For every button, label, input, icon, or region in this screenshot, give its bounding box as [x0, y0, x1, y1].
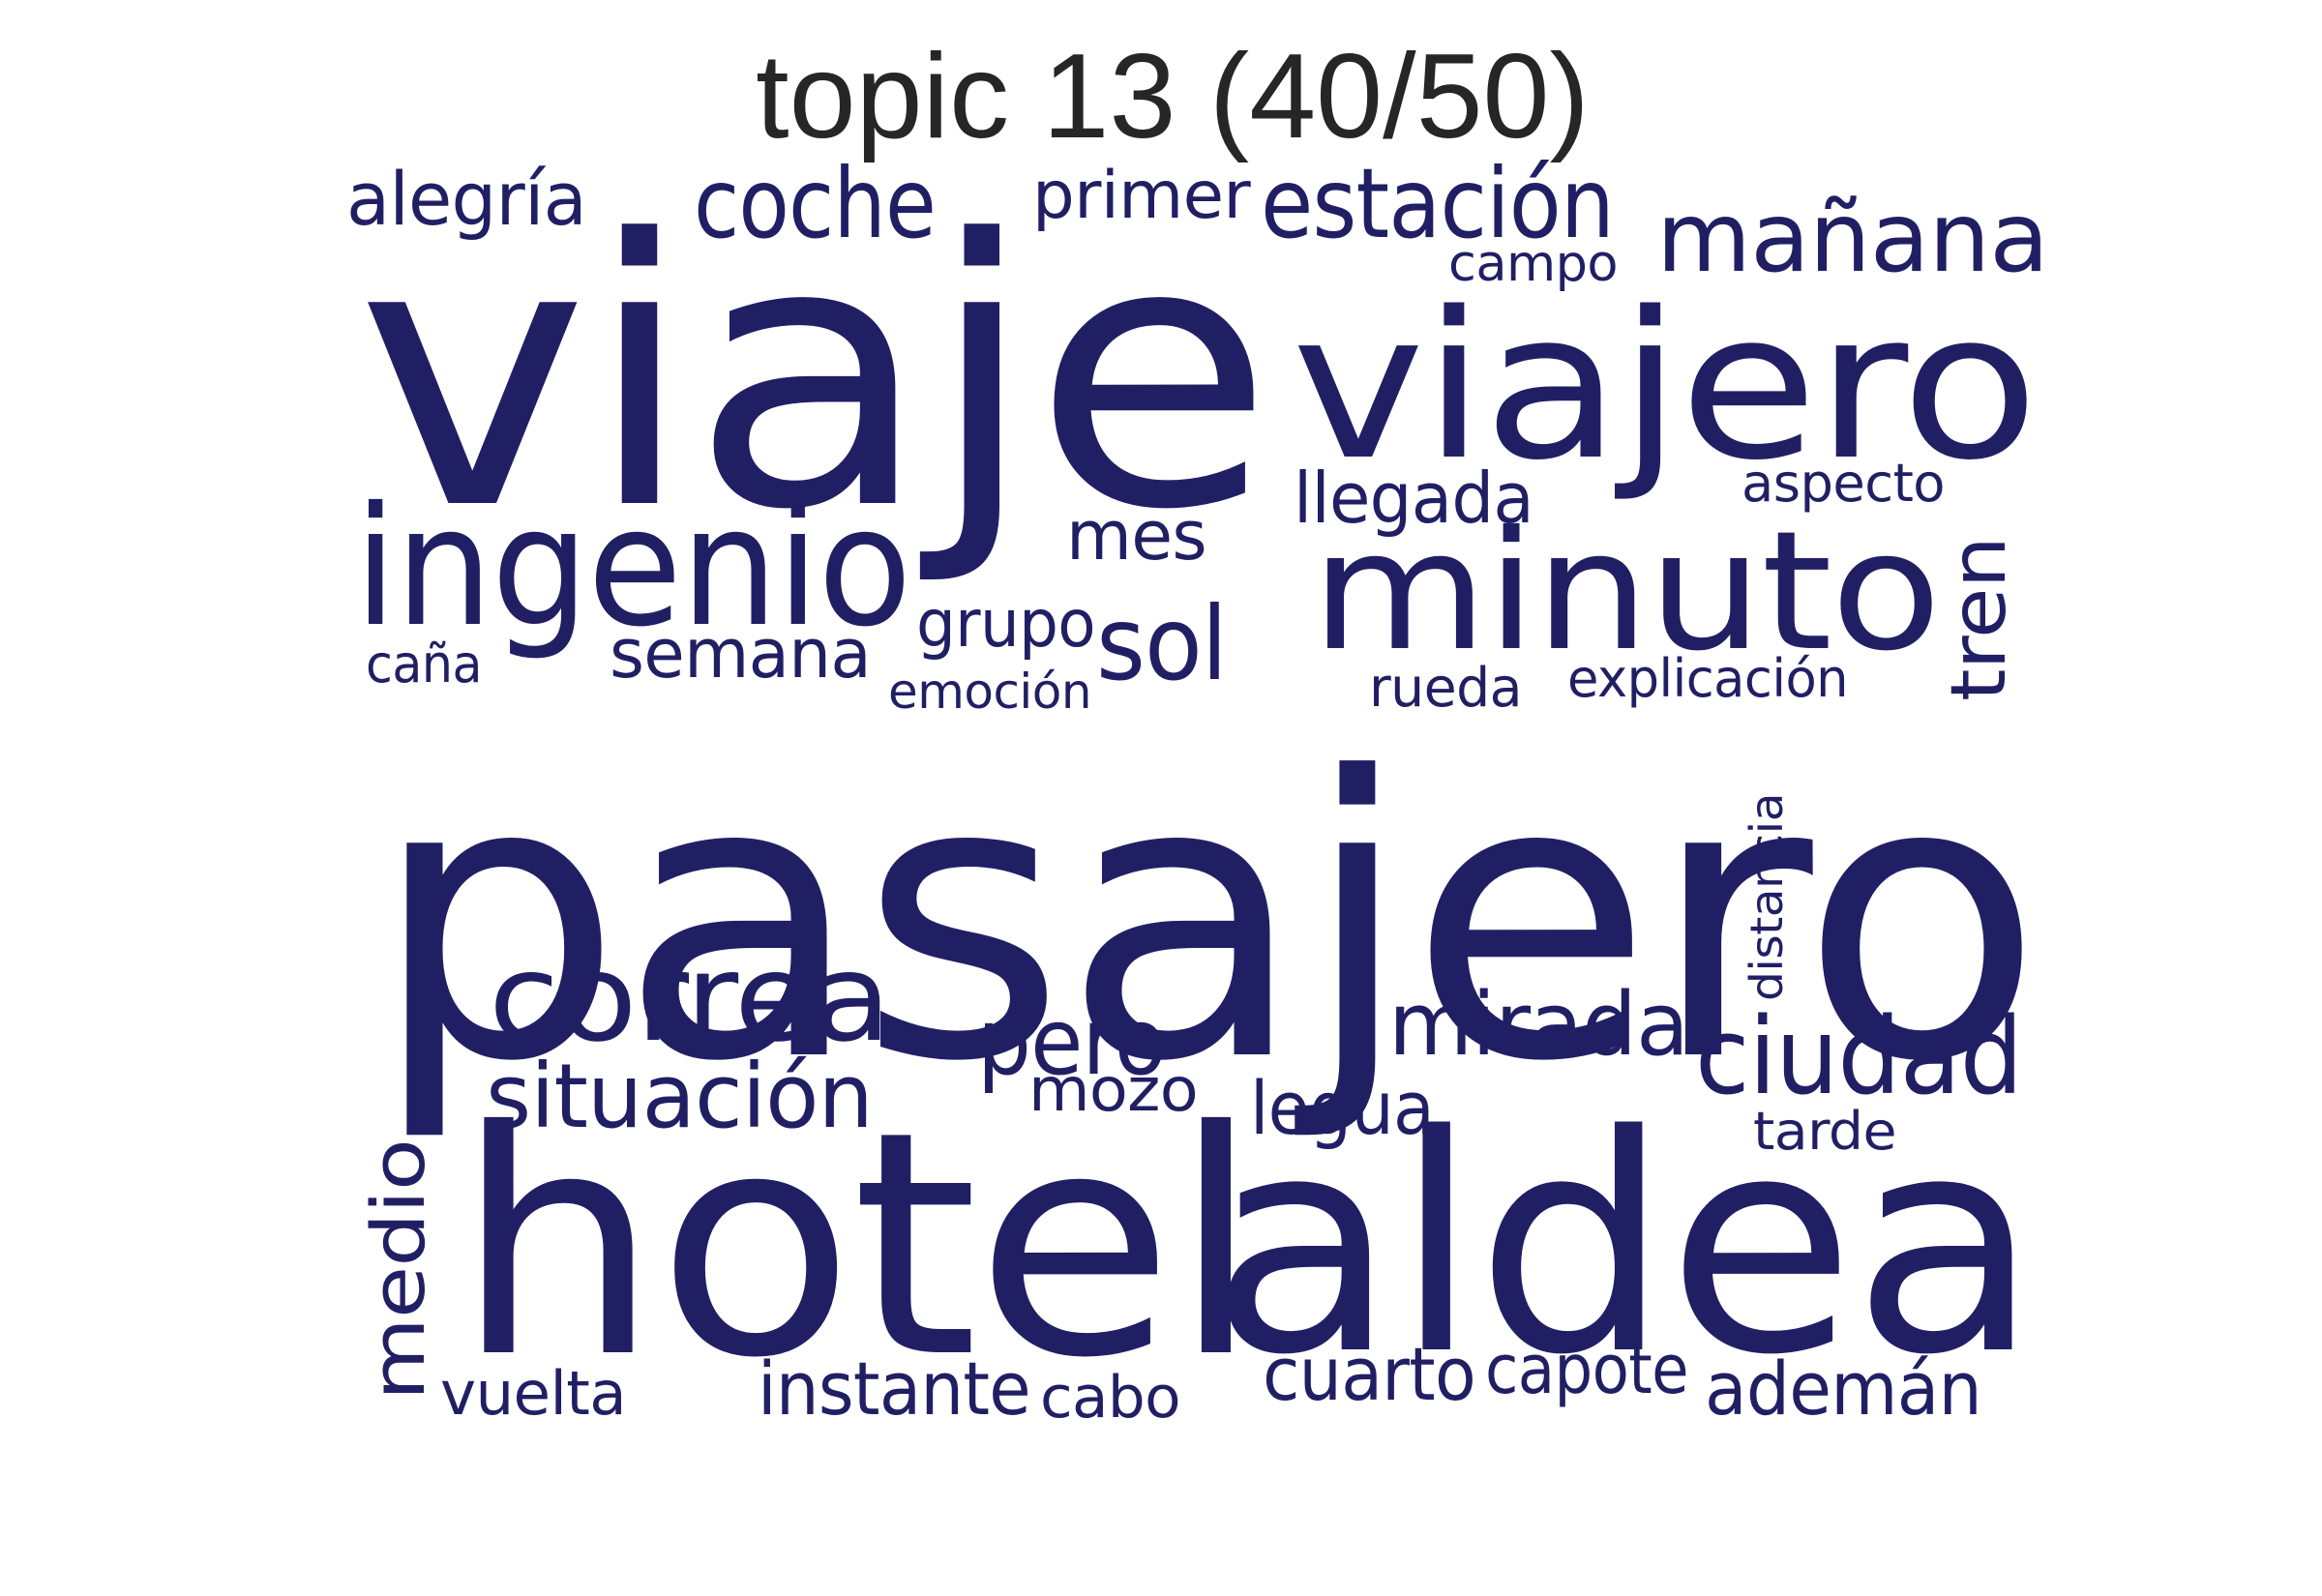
word-distancia: distancia — [1741, 793, 1793, 1001]
word-mozo: mozo — [1028, 1054, 1198, 1125]
word-instante: instante — [758, 1345, 1030, 1432]
word-mes: mes — [1066, 496, 1206, 576]
word-ademan: ademán — [1705, 1345, 1981, 1432]
word-cabo: cabo — [1040, 1364, 1180, 1432]
word-semana: semana — [610, 614, 871, 694]
word-explicacion: explicación — [1567, 648, 1848, 709]
word-minuto: minuto — [1311, 496, 1940, 688]
word-cuarto: cuarto — [1263, 1331, 1475, 1417]
word-correa: correa — [489, 929, 890, 1069]
word-coche: coche — [694, 147, 936, 260]
word-primer: primer — [1032, 158, 1251, 234]
word-llegada: llegada — [1294, 458, 1533, 539]
word-viaje: viaje — [356, 162, 1270, 590]
word-sol: sol — [1096, 585, 1227, 703]
word-legua: legua — [1250, 1065, 1434, 1151]
word-emocion: emoción — [888, 664, 1091, 720]
word-manana: mañana — [1656, 181, 2048, 294]
chart-title: topic 13 (40/50) — [756, 30, 1590, 163]
word-grupo: grupo — [916, 586, 1095, 663]
word-tarde: tarde — [1753, 1101, 1896, 1162]
word-estacion: estación — [1261, 147, 1614, 260]
word-ciudad: ciudad — [1695, 994, 2022, 1118]
word-mirada: mirada — [1388, 974, 1688, 1076]
word-rueda: rueda — [1369, 657, 1522, 720]
word-tren: tren — [1936, 537, 2023, 701]
word-medio: medio — [355, 1139, 441, 1401]
word-viajero: viajero — [1292, 268, 2037, 505]
word-capote: capote — [1485, 1330, 1688, 1409]
word-hotel: hotel — [455, 1066, 1258, 1426]
word-aldea: aldea — [1209, 1072, 2037, 1421]
word-alegria: alegría — [346, 156, 586, 242]
word-pasajero: pasajero — [371, 696, 2039, 1146]
word-ingenio: ingenio — [354, 472, 910, 664]
word-situacion: situación — [486, 1045, 873, 1148]
word-pero: pero — [977, 990, 1166, 1096]
word-aspecto: aspecto — [1742, 453, 1945, 514]
word-vuelta: vuelta — [440, 1358, 626, 1429]
word-campo: campo — [1448, 235, 1618, 293]
word-cana: caña — [366, 634, 482, 695]
